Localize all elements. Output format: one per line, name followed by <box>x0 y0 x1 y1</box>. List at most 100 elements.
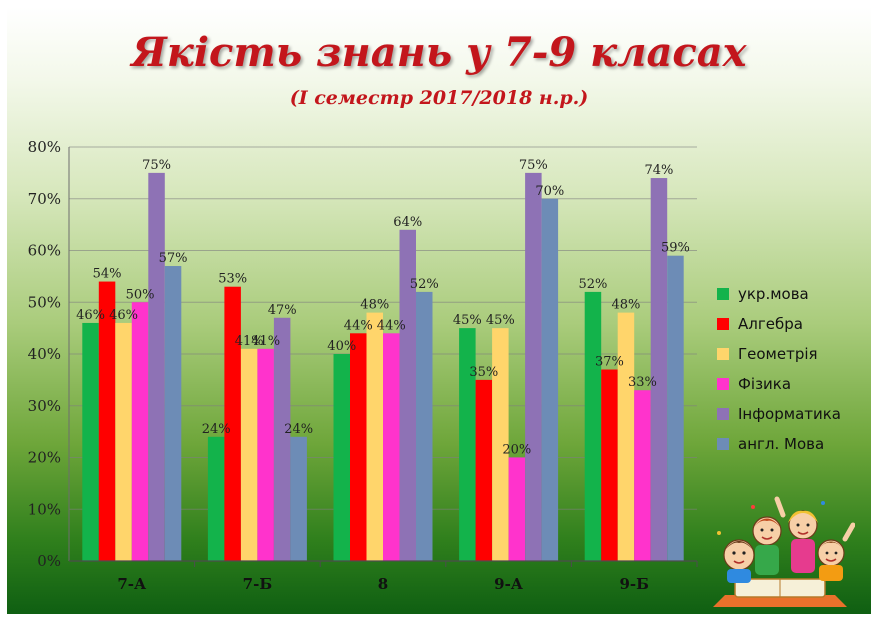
bar <box>667 255 684 562</box>
data-label: 48% <box>360 298 389 313</box>
bar <box>366 312 383 561</box>
y-tick-label: 0% <box>37 552 61 570</box>
data-label: 48% <box>611 298 640 313</box>
bar <box>82 322 99 561</box>
x-tick-label: 8 <box>378 575 388 593</box>
data-label: 46% <box>76 308 105 323</box>
bar <box>148 172 165 561</box>
bar <box>131 302 149 561</box>
legend-swatch <box>717 318 729 330</box>
legend-swatch <box>717 348 729 360</box>
bar <box>584 291 602 561</box>
legend-item: Алгебра <box>717 309 867 339</box>
data-label: 37% <box>595 355 624 370</box>
children-illustration <box>713 496 855 607</box>
y-tick-label: 40% <box>28 345 61 363</box>
chart-title: Якість знань у 7-9 класах <box>131 29 747 76</box>
bar-chart: 0% 10% 20% 30% 40% 50% 60% 70% 80% 46% 54% 46% 50% 7… <box>28 138 698 593</box>
bar <box>207 436 225 561</box>
bar <box>273 317 291 561</box>
bar <box>459 328 476 561</box>
bar <box>240 348 258 561</box>
y-tick-label: 30% <box>28 397 61 415</box>
legend-label: англ. Мова <box>738 435 825 453</box>
bar <box>98 281 116 561</box>
legend: укр.мова Алгебра Геометрія Фізика Інформатик… <box>717 279 867 459</box>
bar <box>617 312 635 561</box>
data-label: 35% <box>469 365 498 380</box>
data-label: 44% <box>344 318 373 333</box>
bar <box>290 436 307 561</box>
y-tick-label: 10% <box>28 500 61 518</box>
data-label: 74% <box>644 163 673 178</box>
legend-item: укр.мова <box>717 279 867 309</box>
slide: Якість знань у 7-9 класах (І семестр 201… <box>7 7 871 614</box>
legend-item: Геометрія <box>717 339 867 369</box>
x-tick-label: 9-Б <box>619 575 648 593</box>
data-label: 54% <box>93 267 122 282</box>
bar <box>525 172 542 561</box>
x-tick-label: 7-А <box>117 575 147 593</box>
legend-label: Інформатика <box>738 405 842 423</box>
legend-item: Фізика <box>717 369 867 399</box>
legend-swatch <box>717 378 729 390</box>
legend-swatch <box>717 408 729 420</box>
y-tick-label: 70% <box>28 190 61 208</box>
bar <box>164 266 182 561</box>
y-tick-label: 20% <box>28 449 61 467</box>
data-label: 52% <box>410 277 439 292</box>
data-label: 59% <box>661 241 690 256</box>
legend-label: Геометрія <box>738 345 818 363</box>
data-label: 45% <box>453 313 482 328</box>
bar <box>508 457 526 561</box>
data-label: 41% <box>251 334 280 349</box>
data-label: 57% <box>159 251 188 266</box>
data-label: 64% <box>393 215 422 230</box>
bar <box>416 291 433 561</box>
data-label: 24% <box>202 422 231 437</box>
legend-label: Алгебра <box>738 315 803 333</box>
chart-subtitle: (І семестр 2017/2018 н.р.) <box>289 87 589 109</box>
data-label: 24% <box>284 422 313 437</box>
bar <box>257 348 274 561</box>
legend-swatch <box>717 288 729 300</box>
data-label: 44% <box>377 318 406 333</box>
data-label: 70% <box>535 184 564 199</box>
bar <box>601 369 618 561</box>
y-tick-label: 50% <box>28 293 61 311</box>
bar <box>399 229 416 562</box>
data-label: 45% <box>486 313 515 328</box>
y-tick-label: 60% <box>28 242 61 260</box>
bar <box>383 333 400 561</box>
data-label: 46% <box>109 308 138 323</box>
x-tick-label: 9-А <box>494 575 524 593</box>
bar <box>333 354 350 561</box>
bar <box>492 328 509 561</box>
bar <box>115 322 132 561</box>
bars <box>82 172 684 562</box>
data-label: 75% <box>519 158 548 173</box>
data-label: 75% <box>142 158 171 173</box>
bar <box>541 198 559 561</box>
bar <box>350 333 367 561</box>
y-axis: 0% 10% 20% 30% 40% 50% 60% 70% 80% <box>28 138 70 570</box>
legend-swatch <box>717 438 729 450</box>
bar <box>224 286 241 561</box>
x-axis: 7-А 7-Б 8 9-А 9-Б <box>69 560 698 593</box>
data-label: 50% <box>126 287 155 302</box>
x-tick-label: 7-Б <box>243 575 272 593</box>
data-label: 20% <box>502 443 531 458</box>
y-tick-label: 80% <box>28 138 61 156</box>
data-label: 52% <box>578 277 607 292</box>
legend-label: укр.мова <box>738 285 809 303</box>
legend-label: Фізика <box>738 375 792 393</box>
legend-item: Інформатика <box>717 399 867 429</box>
bar <box>650 178 668 562</box>
legend-item: англ. Мова <box>717 429 867 459</box>
data-label: 41% <box>235 334 264 349</box>
bar <box>634 390 651 561</box>
data-label: 47% <box>268 303 297 318</box>
bar <box>475 379 493 561</box>
data-label: 40% <box>327 339 356 354</box>
data-label: 53% <box>218 272 247 287</box>
